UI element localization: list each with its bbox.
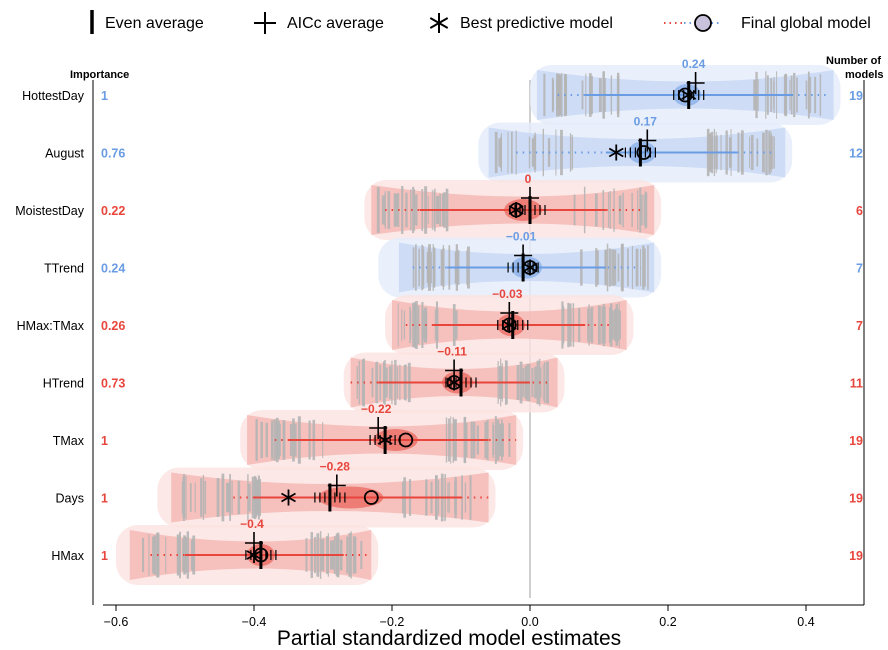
row-moistestday: 0 MoistestDay 0.22 6	[15, 172, 863, 240]
x-tick-label: 0.0	[521, 615, 538, 629]
best-model-asterisk	[446, 374, 462, 391]
x-tick-label: 0.4	[797, 615, 814, 629]
legend-item-best: Best predictive model	[429, 13, 613, 33]
model-count: 11	[850, 377, 863, 391]
legend-label-aicc: AICc average	[287, 15, 384, 32]
row-label: HTrend	[43, 377, 84, 391]
value-label: −0.03	[492, 287, 523, 301]
row-hottestday: 0.24 HottestDay 1 19	[22, 57, 863, 125]
importance-value: 0.24	[101, 262, 125, 276]
legend-item-even: Even average	[90, 10, 204, 34]
row-label: HMax:TMax	[17, 319, 85, 333]
importance-value: 1	[101, 434, 108, 448]
model-count: 19	[849, 549, 863, 563]
model-count: 19	[849, 89, 863, 103]
row-label: Days	[56, 492, 84, 506]
row-ttrend: −0.01 TTrend 0.24 7	[44, 230, 863, 298]
final-model-circle	[398, 432, 414, 448]
x-tick-label: −0.2	[380, 615, 405, 629]
best-model-asterisk	[501, 317, 517, 333]
final-model-circle	[508, 202, 524, 218]
value-label: 0.17	[634, 115, 658, 129]
final-model-circle	[677, 87, 693, 103]
x-tick-label: 0.2	[659, 615, 676, 629]
row-label: HottestDay	[22, 89, 85, 103]
num-models-header-line2: models	[845, 69, 884, 81]
final-model-circle	[363, 490, 379, 505]
final-model-circle	[636, 145, 652, 160]
model-count: 7	[856, 319, 863, 333]
final-model-circle	[253, 547, 269, 563]
final-model-circle	[446, 375, 462, 390]
best-model-asterisk	[377, 432, 393, 448]
best-model-asterisk	[522, 259, 538, 276]
plot-area: 0.24 HottestDay 1 19 0.17 August 0.76 12 0 Moiste…	[15, 57, 863, 598]
row-label: HMax	[51, 549, 84, 563]
model-count: 12	[849, 147, 863, 161]
row-august: 0.17 August 0.76 12	[45, 115, 863, 183]
x-tick-label: −0.6	[104, 615, 129, 629]
row-label: TMax	[53, 434, 85, 448]
importance-value: 1	[101, 549, 108, 563]
importance-value: 1	[101, 89, 108, 103]
row-hmax-tmax: −0.03 HMax:TMax 0.26 7	[17, 287, 863, 355]
model-count: 19	[849, 434, 863, 448]
value-label: −0.01	[506, 230, 537, 244]
legend: Even average AICc average Best predictiv…	[90, 10, 871, 34]
model-count: 7	[856, 262, 863, 276]
best-model-marker	[429, 13, 449, 33]
model-count: 6	[856, 204, 863, 218]
row-hmax: −0.4 HMax 1 19	[51, 517, 863, 585]
importance-value: 0.26	[101, 319, 125, 333]
value-label: −0.22	[361, 402, 392, 416]
x-axis-label: Partial standardized model estimates	[277, 627, 621, 650]
value-label: −0.11	[437, 345, 467, 359]
row-tmax: −0.22 TMax 1 19	[53, 402, 863, 470]
value-label: 0.24	[682, 57, 706, 71]
row-htrend: −0.11 HTrend 0.73 11	[43, 345, 863, 413]
importance-value: 0.73	[101, 377, 125, 391]
value-label: 0	[525, 172, 532, 186]
row-days: −0.28 Days 1 19	[56, 460, 863, 528]
importance-value: 1	[101, 492, 108, 506]
model-count: 19	[849, 492, 863, 506]
best-model-asterisk	[608, 144, 624, 161]
legend-label-final: Final global model	[741, 15, 871, 32]
value-label: −0.4	[240, 517, 264, 531]
best-model-asterisk	[508, 202, 524, 218]
final-model-circle	[501, 317, 517, 333]
x-tick-label: −0.4	[242, 615, 267, 629]
legend-item-final: Final global model	[664, 14, 871, 32]
legend-label-best: Best predictive model	[460, 15, 613, 32]
num-models-header-line1: Number of	[826, 55, 881, 67]
value-label: −0.28	[320, 460, 351, 474]
row-label: MoistestDay	[15, 204, 85, 218]
best-model-asterisk	[281, 489, 296, 506]
importance-value: 0.22	[101, 204, 125, 218]
legend-label-even: Even average	[105, 15, 204, 32]
x-axis-ticks: −0.6 −0.4 −0.2 0.0 0.2 0.4	[104, 605, 815, 629]
final-model-marker	[694, 14, 712, 32]
importance-value: 0.76	[101, 147, 125, 161]
importance-header: Importance	[70, 69, 129, 81]
final-model-circle	[522, 260, 538, 275]
legend-item-aicc: AICc average	[254, 12, 384, 34]
row-label: August	[45, 147, 84, 161]
row-label: TTrend	[44, 262, 84, 276]
